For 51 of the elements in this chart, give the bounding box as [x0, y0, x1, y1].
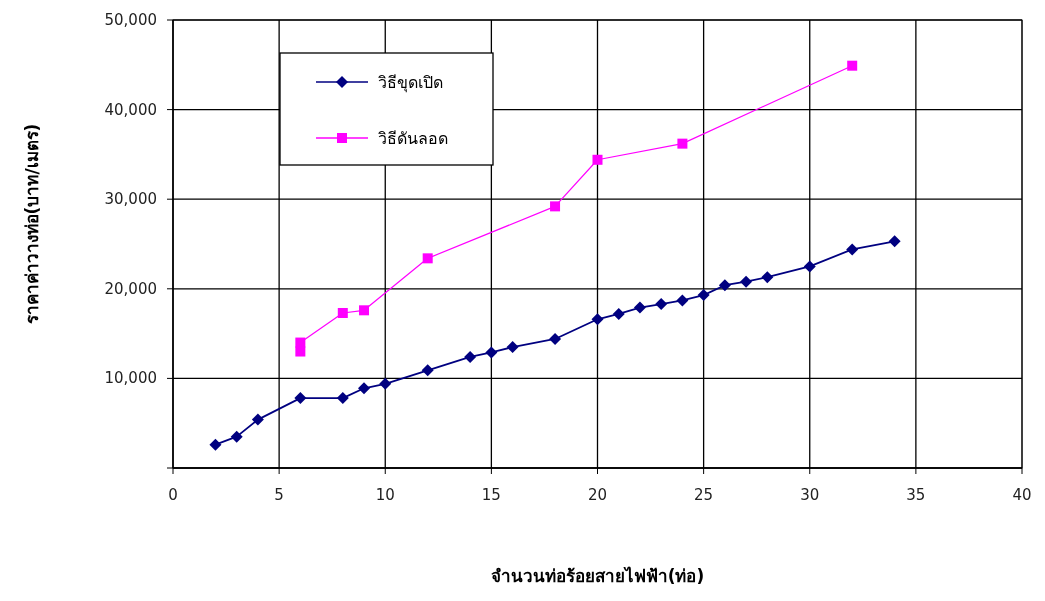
point: [549, 332, 562, 345]
point: [676, 294, 689, 307]
x-tick-label: 0: [168, 486, 178, 504]
y-tick-label: 20,000: [104, 279, 157, 298]
point: [677, 138, 688, 149]
point: [295, 337, 306, 348]
point: [761, 271, 774, 284]
point: [612, 307, 625, 320]
x-tick-label: 25: [694, 486, 714, 504]
point: [294, 392, 307, 405]
point: [655, 298, 668, 311]
x-tick-label: 10: [375, 486, 395, 504]
point: [422, 253, 433, 264]
x-tick-label: 35: [906, 486, 926, 504]
point: [803, 260, 816, 273]
point: [718, 279, 731, 292]
point: [379, 377, 392, 390]
x-tick-label: 20: [587, 486, 608, 504]
y-tick-label: 50,000: [104, 11, 157, 29]
x-axis-title: จำนวนท่อร้อยสายไฟฟ้า(ท่อ): [490, 566, 705, 586]
point: [464, 350, 477, 363]
x-tick-label: 5: [274, 486, 284, 504]
point: [847, 60, 858, 71]
point: [295, 346, 306, 357]
point: [888, 235, 901, 248]
point: [591, 313, 604, 326]
point: [358, 382, 371, 395]
point: [697, 289, 710, 302]
legend-label: วิธีดันลอด: [378, 129, 448, 148]
point: [336, 392, 349, 405]
point: [633, 301, 646, 314]
x-tick-label: 15: [481, 486, 501, 504]
point: [506, 341, 519, 354]
point: [337, 307, 348, 318]
legend-label: วิธีขุดเปิด: [378, 73, 443, 93]
x-tick-label: 40: [1012, 486, 1032, 504]
y-axis-title: ราคาค่าวางท่อ(บาท/เมตร): [22, 123, 42, 325]
point: [209, 438, 222, 451]
point: [592, 154, 603, 165]
point: [846, 243, 859, 256]
point: [485, 346, 498, 359]
point: [421, 364, 434, 377]
point: [550, 201, 561, 212]
y-tick-label: 30,000: [104, 190, 157, 209]
point: [251, 413, 264, 426]
x-tick-label: 30: [800, 486, 820, 504]
point: [740, 275, 753, 288]
y-tick-label: 10,000: [104, 369, 157, 388]
point: [359, 305, 370, 316]
point: [230, 430, 243, 443]
y-tick-label: 40,000: [104, 100, 157, 119]
